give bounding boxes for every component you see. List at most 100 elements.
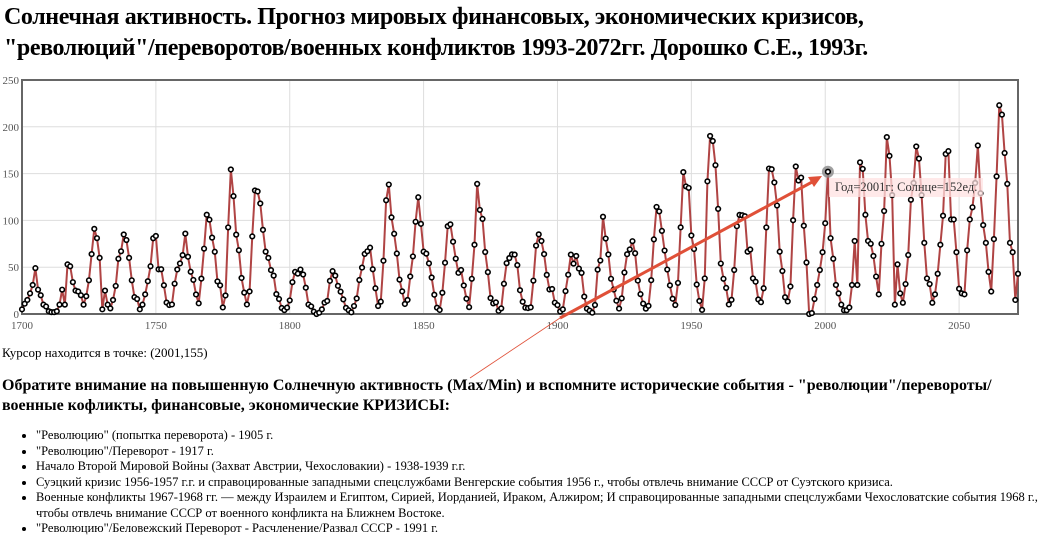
data-point bbox=[219, 304, 226, 311]
data-point bbox=[562, 288, 569, 295]
data-point bbox=[439, 289, 446, 296]
data-point bbox=[174, 266, 181, 273]
data-point bbox=[704, 178, 711, 185]
data-point bbox=[59, 286, 66, 293]
data-point bbox=[669, 295, 676, 302]
data-point bbox=[757, 299, 765, 306]
data-point bbox=[34, 286, 42, 293]
data-point bbox=[664, 266, 671, 273]
data-point bbox=[543, 271, 550, 278]
data-point bbox=[720, 275, 727, 282]
data-point bbox=[503, 260, 510, 267]
title-line-1: Солнечная активность. Прогноз мировых фи… bbox=[4, 4, 864, 30]
data-point bbox=[93, 235, 101, 242]
event-item: "Революцию"/Беловежский Переворот - Расч… bbox=[36, 521, 1041, 537]
data-point bbox=[412, 218, 419, 225]
data-point bbox=[650, 236, 657, 243]
data-point bbox=[407, 273, 414, 280]
data-point bbox=[696, 297, 703, 305]
data-point bbox=[246, 288, 253, 295]
data-point bbox=[565, 271, 572, 278]
data-point bbox=[966, 216, 973, 223]
data-point bbox=[259, 226, 267, 233]
data-point bbox=[779, 267, 786, 275]
data-point bbox=[171, 280, 178, 287]
data-point bbox=[549, 285, 556, 293]
data-point bbox=[822, 220, 829, 227]
data-point bbox=[24, 296, 31, 304]
data-point bbox=[623, 251, 631, 258]
data-point bbox=[803, 259, 810, 266]
data-point bbox=[117, 248, 125, 255]
data-point bbox=[431, 291, 438, 298]
data-point bbox=[123, 236, 130, 244]
data-point bbox=[42, 303, 50, 310]
data-point bbox=[886, 152, 893, 159]
data-point bbox=[425, 260, 433, 267]
data-point bbox=[934, 270, 941, 277]
data-point bbox=[688, 232, 695, 239]
data-point bbox=[848, 281, 856, 289]
sunspot-chart[interactable]: 0 50 100 150 200 250 1700 1750 1800 1850 1900 1950 2… bbox=[0, 76, 1047, 338]
data-point bbox=[214, 278, 221, 285]
data-point bbox=[953, 249, 960, 256]
data-point bbox=[618, 295, 625, 302]
data-point bbox=[144, 278, 151, 285]
data-point bbox=[136, 306, 143, 313]
data-point bbox=[923, 275, 931, 282]
events-list: "Революцию" (попытка переворота) - 1905 … bbox=[0, 428, 1041, 537]
data-point bbox=[340, 296, 347, 303]
data-point bbox=[567, 251, 574, 258]
data-point bbox=[982, 239, 989, 246]
data-point bbox=[862, 211, 869, 218]
data-point bbox=[109, 296, 117, 304]
data-point bbox=[99, 306, 106, 313]
data-point bbox=[356, 276, 363, 284]
data-point bbox=[854, 281, 861, 289]
data-point bbox=[723, 284, 730, 291]
data-point bbox=[996, 102, 1003, 109]
data-point bbox=[235, 247, 242, 254]
data-point bbox=[570, 260, 577, 267]
data-point bbox=[128, 277, 135, 284]
x-tick-label: 1900 bbox=[546, 320, 569, 332]
data-point bbox=[915, 155, 923, 162]
data-point bbox=[404, 296, 411, 304]
data-point bbox=[1014, 270, 1022, 277]
data-point bbox=[1009, 249, 1016, 256]
data-point bbox=[289, 279, 296, 286]
data-point bbox=[907, 196, 915, 203]
data-point bbox=[208, 234, 216, 241]
data-point bbox=[198, 275, 205, 282]
data-point bbox=[383, 197, 390, 204]
data-point bbox=[835, 290, 842, 297]
data-point bbox=[830, 255, 837, 262]
series-line bbox=[21, 104, 1019, 315]
data-point bbox=[792, 163, 799, 170]
data-point bbox=[222, 292, 229, 299]
data-point bbox=[969, 204, 976, 211]
data-point bbox=[318, 306, 325, 313]
data-point bbox=[594, 266, 601, 273]
data-point bbox=[728, 296, 735, 303]
data-point bbox=[115, 255, 122, 262]
data-point bbox=[626, 246, 633, 253]
data-point bbox=[511, 251, 518, 258]
x-tick-label: 1800 bbox=[279, 320, 302, 332]
data-point bbox=[752, 278, 759, 285]
data-point bbox=[18, 306, 26, 313]
plot-frame bbox=[21, 79, 1019, 315]
data-point bbox=[273, 290, 280, 298]
data-point bbox=[891, 301, 898, 308]
data-point bbox=[897, 290, 904, 297]
data-point bbox=[334, 282, 342, 289]
data-point bbox=[709, 137, 716, 145]
data-point bbox=[484, 269, 491, 276]
data-point bbox=[937, 241, 944, 248]
data-point bbox=[559, 306, 566, 313]
data-point bbox=[768, 166, 775, 173]
data-point bbox=[147, 263, 154, 270]
data-point bbox=[187, 268, 194, 275]
data-point bbox=[1001, 149, 1008, 157]
data-point bbox=[401, 300, 408, 308]
